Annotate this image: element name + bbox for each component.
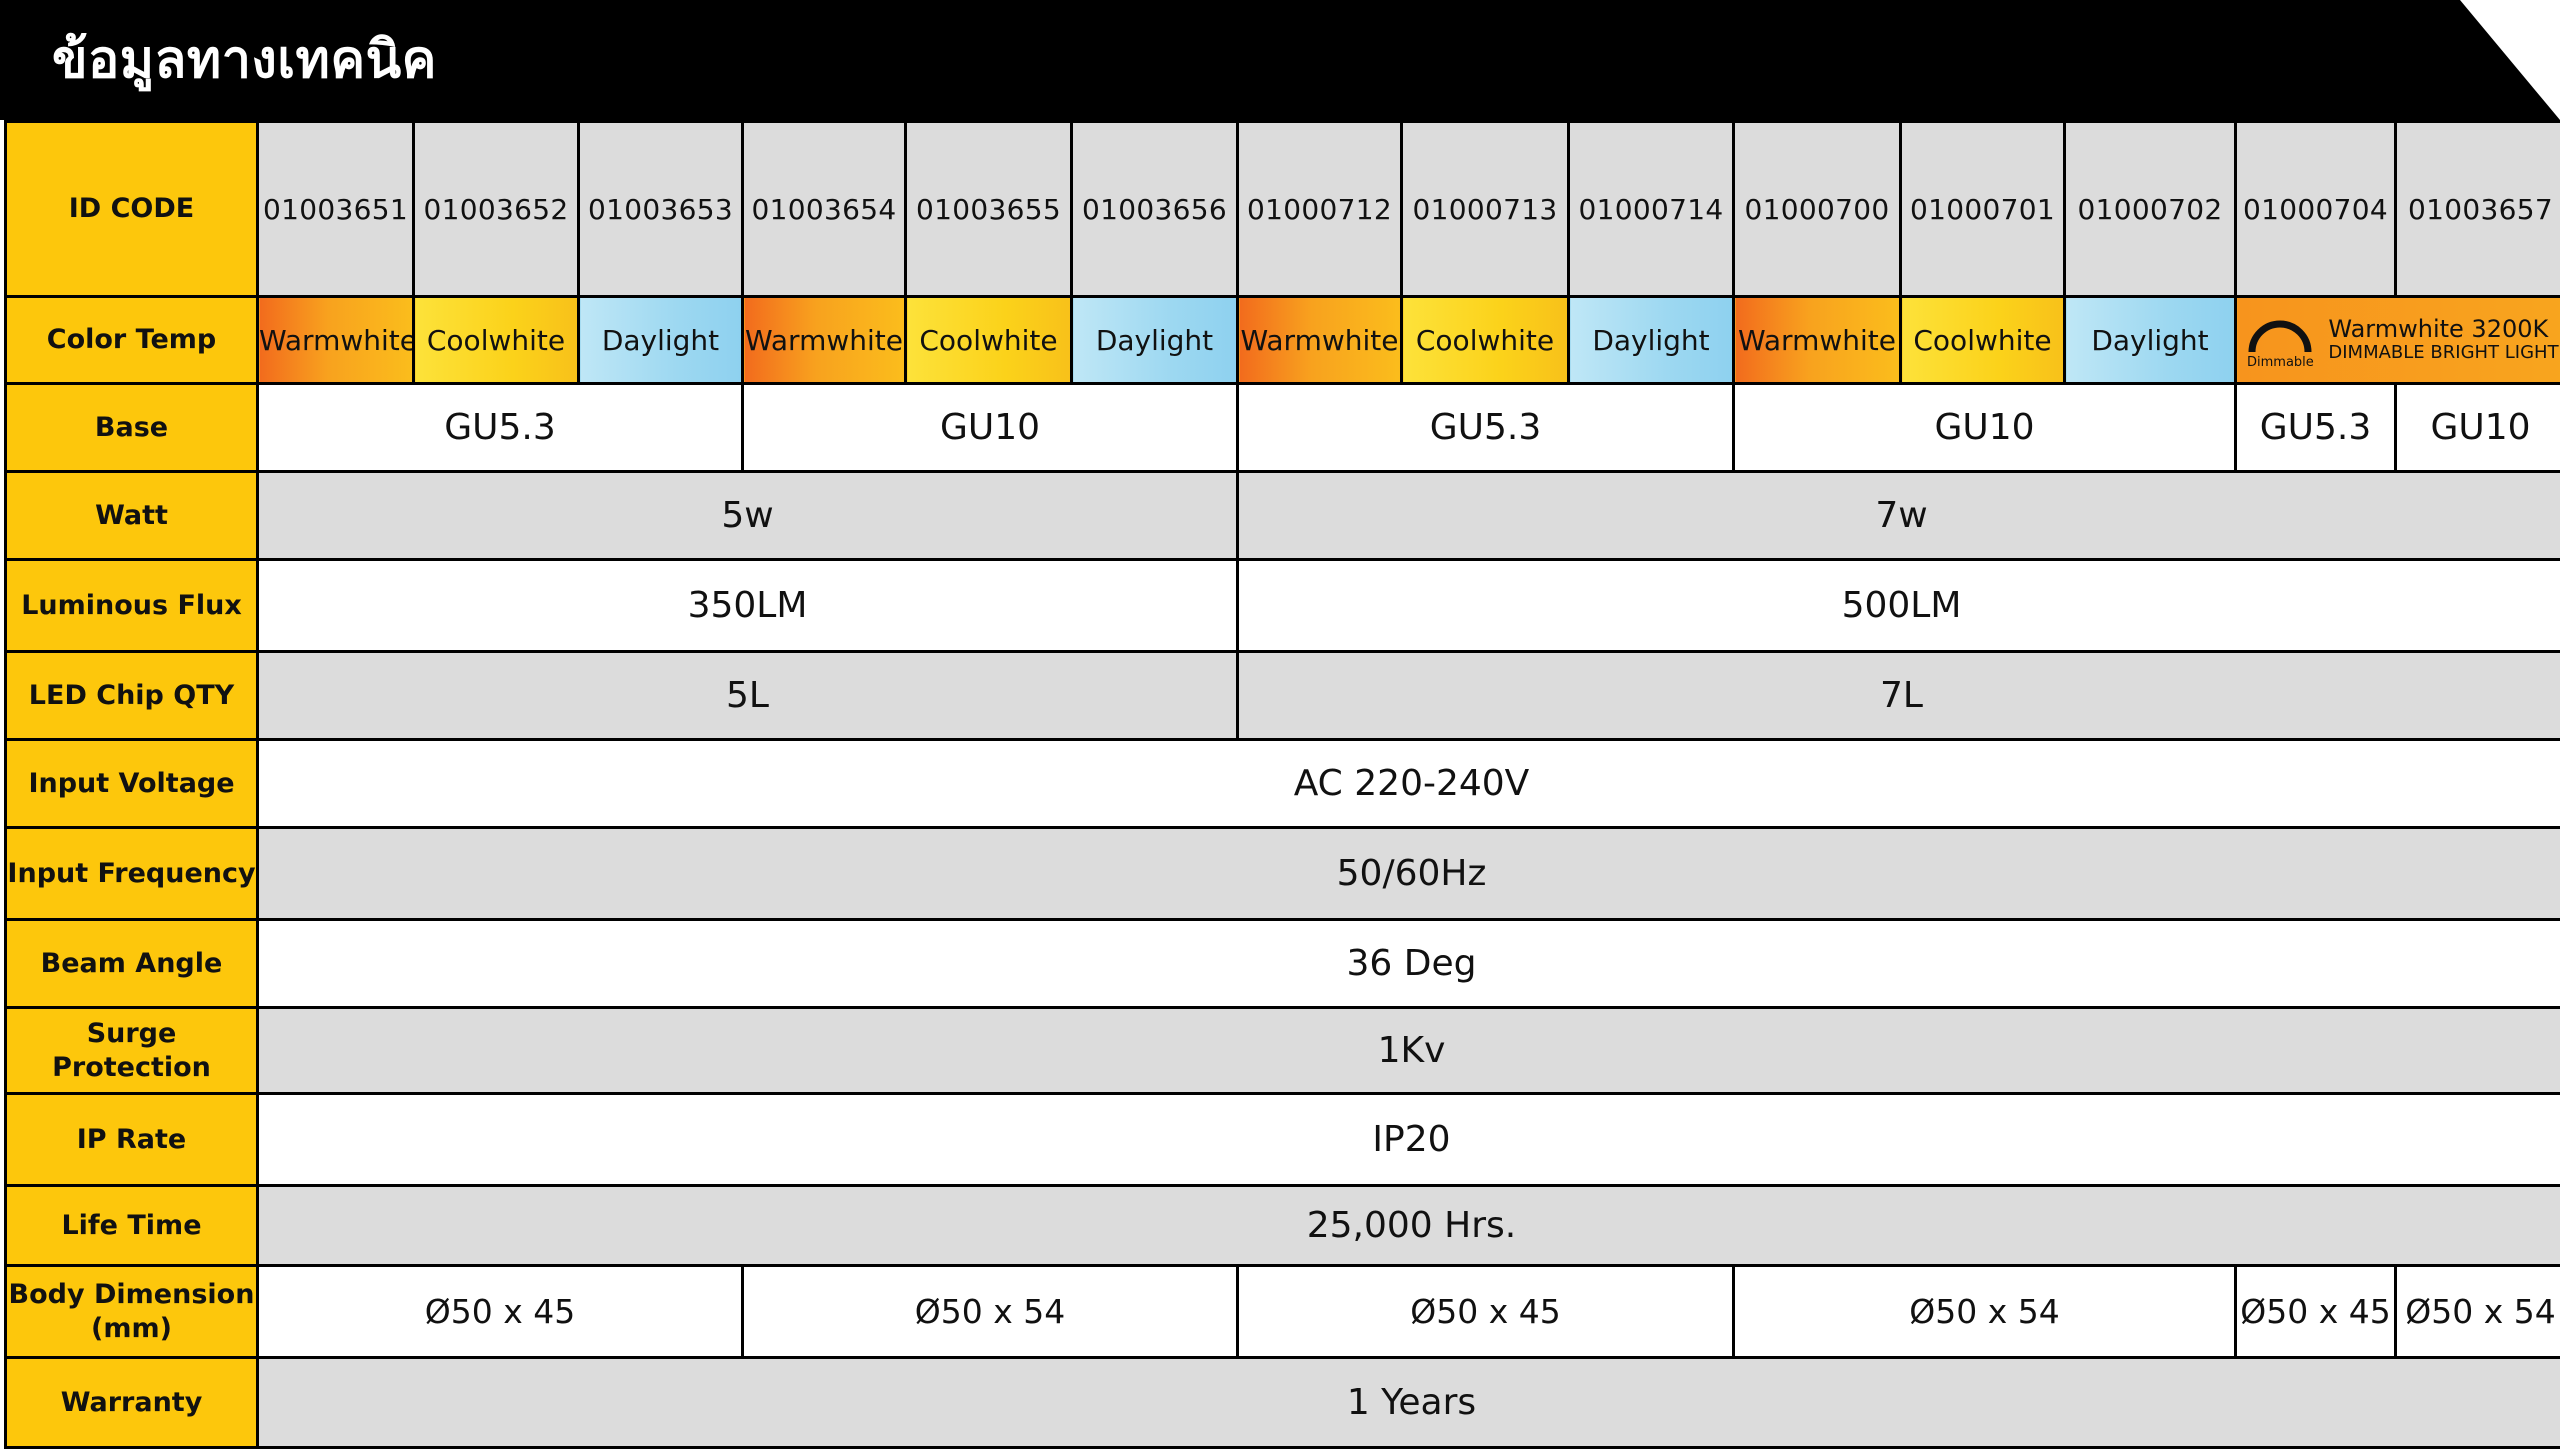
watt-value: 5w bbox=[258, 472, 1238, 560]
base-value: GU5.3 bbox=[258, 384, 743, 472]
label-led-chip-qty: LED Chip QTY bbox=[6, 652, 258, 740]
id-code-cell: 01003652 bbox=[414, 122, 579, 297]
dimmable-line1: Warmwhite 3200K bbox=[2328, 316, 2558, 342]
input-frequency-value: 50/60Hz bbox=[258, 828, 2560, 920]
label-id-code: ID CODE bbox=[6, 122, 258, 297]
row-id-code: ID CODE 01003651 01003652 01003653 01003… bbox=[6, 122, 2560, 297]
id-code-cell: 01000712 bbox=[1238, 122, 1402, 297]
color-temp-daylight: Daylight bbox=[579, 297, 743, 384]
label-luminous-flux: Luminous Flux bbox=[6, 560, 258, 652]
row-surge-protection: Surge Protection 1Kv bbox=[6, 1008, 2560, 1094]
color-temp-warmwhite: Warmwhite bbox=[258, 297, 414, 384]
label-beam-angle: Beam Angle bbox=[6, 920, 258, 1008]
label-body-dimension: Body Dimension (mm) bbox=[6, 1266, 258, 1358]
base-value: GU10 bbox=[1734, 384, 2236, 472]
color-temp-daylight: Daylight bbox=[1072, 297, 1238, 384]
body-dimension-value: Ø50 x 54 bbox=[743, 1266, 1238, 1358]
row-beam-angle: Beam Angle 36 Deg bbox=[6, 920, 2560, 1008]
color-temp-coolwhite: Coolwhite bbox=[906, 297, 1072, 384]
dimmable-icon-label: Dimmable bbox=[2247, 356, 2314, 369]
id-code-cell: 01000700 bbox=[1734, 122, 1901, 297]
color-temp-daylight: Daylight bbox=[2065, 297, 2236, 384]
luminous-flux-value: 500LM bbox=[1238, 560, 2560, 652]
base-value: GU10 bbox=[2396, 384, 2560, 472]
label-life-time: Life Time bbox=[6, 1186, 258, 1266]
color-temp-warmwhite: Warmwhite bbox=[1238, 297, 1402, 384]
id-code-cell: 01003655 bbox=[906, 122, 1072, 297]
color-temp-coolwhite: Coolwhite bbox=[414, 297, 579, 384]
luminous-flux-value: 350LM bbox=[258, 560, 1238, 652]
color-temp-coolwhite: Coolwhite bbox=[1402, 297, 1569, 384]
body-dimension-value: Ø50 x 54 bbox=[2396, 1266, 2560, 1358]
base-value: GU5.3 bbox=[1238, 384, 1734, 472]
label-color-temp: Color Temp bbox=[6, 297, 258, 384]
dimmable-block: Dimmable Warmwhite 3200K DIMMABLE BRIGHT… bbox=[2237, 298, 2560, 382]
id-code-cell: 01003656 bbox=[1072, 122, 1238, 297]
id-code-cell: 01003653 bbox=[579, 122, 743, 297]
warranty-value: 1 Years bbox=[258, 1358, 2560, 1448]
ip-rate-value: IP20 bbox=[258, 1094, 2560, 1186]
body-dimension-value: Ø50 x 45 bbox=[2236, 1266, 2396, 1358]
base-value: GU10 bbox=[743, 384, 1238, 472]
id-code-cell: 01000713 bbox=[1402, 122, 1569, 297]
dimmable-text: Warmwhite 3200K DIMMABLE BRIGHT LIGHT bbox=[2328, 316, 2558, 364]
label-base: Base bbox=[6, 384, 258, 472]
body-dimension-value: Ø50 x 45 bbox=[1238, 1266, 1734, 1358]
id-code-cell: 01000702 bbox=[2065, 122, 2236, 297]
row-base: Base GU5.3 GU10 GU5.3 GU10 GU5.3 GU10 bbox=[6, 384, 2560, 472]
label-ip-rate: IP Rate bbox=[6, 1094, 258, 1186]
input-voltage-value: AC 220-240V bbox=[258, 740, 2560, 828]
id-code-cell: 01003657 bbox=[2396, 122, 2560, 297]
id-code-cell: 01000704 bbox=[2236, 122, 2396, 297]
watt-value: 7w bbox=[1238, 472, 2560, 560]
row-body-dimension: Body Dimension (mm) Ø50 x 45 Ø50 x 54 Ø5… bbox=[6, 1266, 2560, 1358]
dimmable-line2: DIMMABLE BRIGHT LIGHT bbox=[2328, 342, 2558, 364]
row-input-frequency: Input Frequency 50/60Hz bbox=[6, 828, 2560, 920]
body-dimension-value: Ø50 x 54 bbox=[1734, 1266, 2236, 1358]
dimmable-arc-icon: Dimmable bbox=[2242, 311, 2318, 369]
row-warranty: Warranty 1 Years bbox=[6, 1358, 2560, 1448]
label-input-voltage: Input Voltage bbox=[6, 740, 258, 828]
row-watt: Watt 5w 7w bbox=[6, 472, 2560, 560]
row-input-voltage: Input Voltage AC 220-240V bbox=[6, 740, 2560, 828]
label-watt: Watt bbox=[6, 472, 258, 560]
led-chip-qty-value: 7L bbox=[1238, 652, 2560, 740]
life-time-value: 25,000 Hrs. bbox=[258, 1186, 2560, 1266]
body-dimension-label: Body Dimension bbox=[7, 1278, 256, 1312]
body-dimension-value: Ø50 x 45 bbox=[258, 1266, 743, 1358]
spec-table: ID CODE 01003651 01003652 01003653 01003… bbox=[4, 120, 2560, 1449]
color-temp-daylight: Daylight bbox=[1569, 297, 1734, 384]
beam-angle-value: 36 Deg bbox=[258, 920, 2560, 1008]
base-value: GU5.3 bbox=[2236, 384, 2396, 472]
surge-protection-value: 1Kv bbox=[258, 1008, 2560, 1094]
id-code-cell: 01003654 bbox=[743, 122, 906, 297]
body-dimension-unit: (mm) bbox=[7, 1312, 256, 1346]
label-surge-protection: Surge Protection bbox=[6, 1008, 258, 1094]
label-warranty: Warranty bbox=[6, 1358, 258, 1448]
row-ip-rate: IP Rate IP20 bbox=[6, 1094, 2560, 1186]
id-code-cell: 01000714 bbox=[1569, 122, 1734, 297]
row-led-chip-qty: LED Chip QTY 5L 7L bbox=[6, 652, 2560, 740]
label-input-frequency: Input Frequency bbox=[6, 828, 258, 920]
color-temp-warmwhite: Warmwhite bbox=[743, 297, 906, 384]
color-temp-dimmable: Dimmable Warmwhite 3200K DIMMABLE BRIGHT… bbox=[2236, 297, 2560, 384]
id-code-cell: 01000701 bbox=[1901, 122, 2065, 297]
color-temp-coolwhite: Coolwhite bbox=[1901, 297, 2065, 384]
led-chip-qty-value: 5L bbox=[258, 652, 1238, 740]
row-color-temp: Color Temp Warmwhite Coolwhite Daylight … bbox=[6, 297, 2560, 384]
id-code-cell: 01003651 bbox=[258, 122, 414, 297]
row-life-time: Life Time 25,000 Hrs. bbox=[6, 1186, 2560, 1266]
color-temp-warmwhite: Warmwhite bbox=[1734, 297, 1901, 384]
row-luminous-flux: Luminous Flux 350LM 500LM bbox=[6, 560, 2560, 652]
page-title: ข้อมูลทางเทคนิค bbox=[52, 0, 437, 120]
